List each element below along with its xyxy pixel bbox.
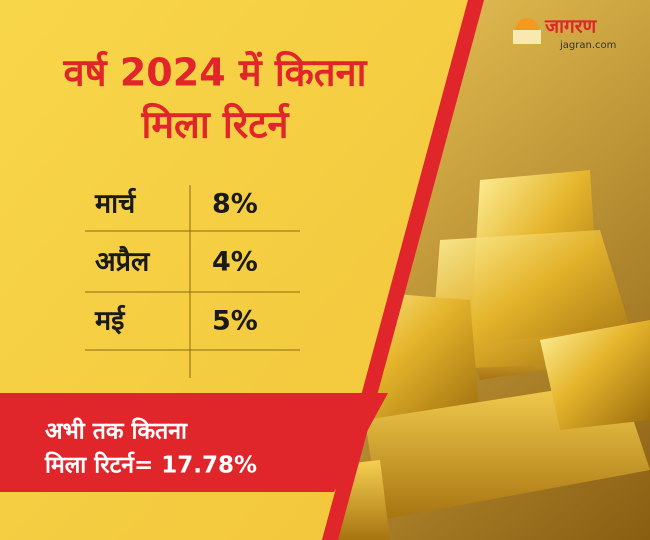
month-cell: मार्च	[94, 188, 136, 220]
return-cell: 4%	[212, 247, 258, 278]
brand-name: जागरण	[544, 16, 597, 38]
footer-banner	[0, 393, 388, 492]
return-cell: 8%	[212, 189, 258, 220]
month-cell: मई	[94, 305, 126, 337]
logo: जागरण jagran.com	[513, 16, 616, 51]
title-line: मिला रिटर्न	[140, 103, 290, 147]
month-cell: अप्रैल	[95, 246, 151, 278]
table	[85, 185, 300, 378]
footer-line: अभी तक कितना	[45, 417, 188, 445]
return-cell: 5%	[212, 306, 258, 337]
title-line: वर्ष 2024 में कितना	[63, 51, 368, 95]
brand-site: jagran.com	[559, 40, 616, 51]
footer-line: मिला रिटर्न= 17.78%	[44, 451, 257, 479]
